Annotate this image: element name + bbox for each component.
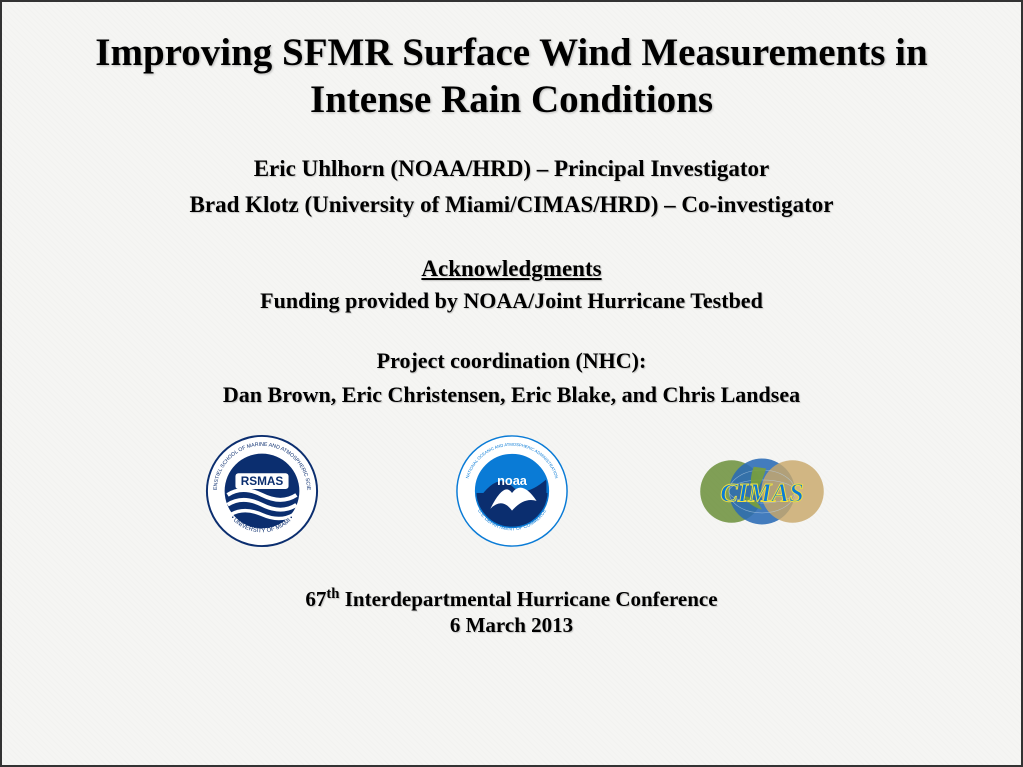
cimas-logo: CIMAS <box>692 434 832 549</box>
cimas-label-text: CIMAS <box>720 478 803 507</box>
conference-name: 67th Interdepartmental Hurricane Confere… <box>305 585 717 612</box>
authors-block: Eric Uhlhorn (NOAA/HRD) – Principal Inve… <box>190 156 834 228</box>
coordination-header: Project coordination (NHC): <box>377 348 647 374</box>
coordination-body: Dan Brown, Eric Christensen, Eric Blake,… <box>223 382 800 408</box>
rsmas-logo: RSMAS ROSENSTIEL SCHOOL OF MARINE AND AT… <box>192 434 332 549</box>
author-pi: Eric Uhlhorn (NOAA/HRD) – Principal Inve… <box>190 156 834 182</box>
conference-footer: 67th Interdepartmental Hurricane Confere… <box>305 585 717 639</box>
noaa-label-text: noaa <box>497 473 528 488</box>
slide-container: Improving SFMR Surface Wind Measurements… <box>0 0 1023 767</box>
conference-ordinal-suffix: th <box>326 586 339 602</box>
logos-row: RSMAS ROSENSTIEL SCHOOL OF MARINE AND AT… <box>192 434 832 549</box>
slide-title: Improving SFMR Surface Wind Measurements… <box>32 30 991 124</box>
conference-date: 6 March 2013 <box>305 612 717 638</box>
noaa-logo: noaa NATIONAL OCEANIC AND ATMOSPHERIC AD… <box>442 434 582 549</box>
acknowledgments-header: Acknowledgments <box>421 256 601 282</box>
rsmas-label-text: RSMAS <box>240 474 283 488</box>
conference-title-text: Interdepartmental Hurricane Conference <box>339 587 717 611</box>
acknowledgments-body: Funding provided by NOAA/Joint Hurricane… <box>260 288 763 314</box>
author-coi: Brad Klotz (University of Miami/CIMAS/HR… <box>190 192 834 218</box>
conference-ordinal: 67 <box>305 587 326 611</box>
